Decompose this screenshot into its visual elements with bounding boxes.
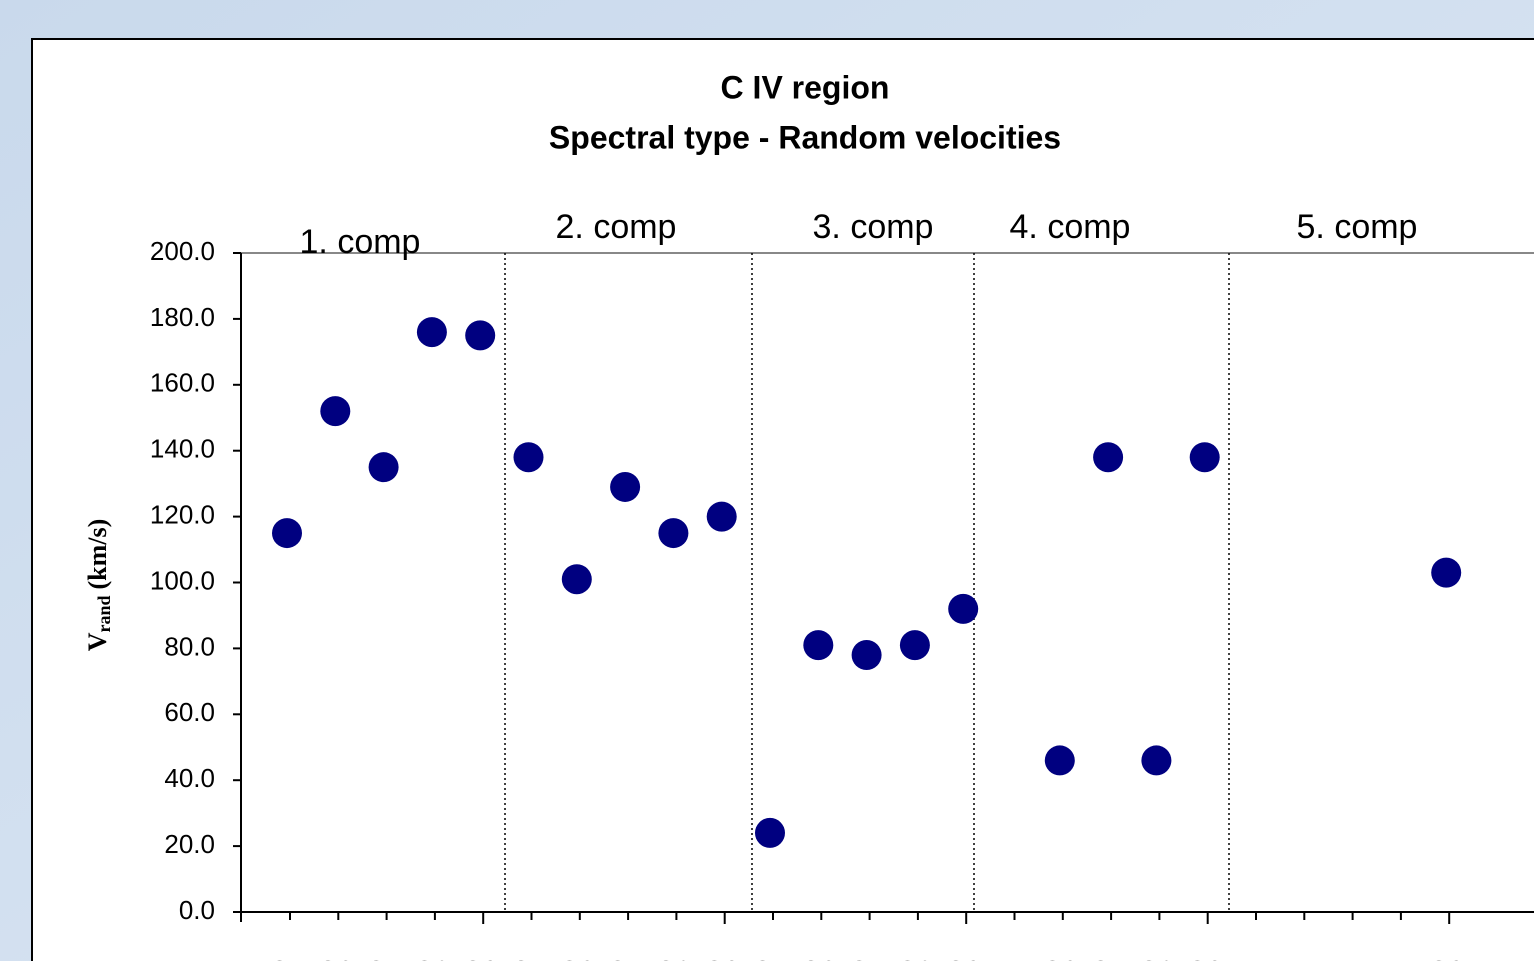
- x-tick-label: O6: [318, 955, 353, 961]
- y-tick-label: 160.0: [150, 368, 215, 398]
- x-tick-label: O7: [366, 955, 401, 961]
- x-tick-label: O8: [656, 955, 691, 961]
- chart-title: C IV region: [721, 69, 890, 105]
- data-point: [416, 317, 447, 348]
- data-point: [1044, 745, 1075, 776]
- data-point: [1431, 557, 1462, 588]
- data-point: [755, 817, 785, 848]
- y-tick-label: 100.0: [150, 565, 215, 595]
- group-label: 4. comp: [1010, 208, 1131, 246]
- x-tick-label: O9: [463, 955, 498, 961]
- data-point: [368, 452, 399, 483]
- x-tick-label: O9: [1187, 955, 1222, 961]
- x-tick-label: O6: [801, 955, 836, 961]
- y-tick-label: 80.0: [164, 631, 215, 661]
- group-label: 2. comp: [556, 208, 677, 246]
- data-point: [899, 630, 930, 661]
- x-tick-label: O6: [559, 955, 594, 961]
- data-point: [706, 501, 737, 532]
- x-tick-label: O4: [753, 955, 788, 961]
- data-point: [513, 442, 544, 473]
- x-tick-label: O8: [898, 955, 933, 961]
- data-point: [948, 593, 979, 624]
- data-point: [1189, 442, 1220, 473]
- y-tick-label: 40.0: [164, 763, 215, 793]
- y-tick-label: 200.0: [150, 236, 215, 266]
- chart-frame: [31, 38, 1534, 961]
- x-tick-label: O4: [511, 955, 546, 961]
- x-tick-label: O4: [270, 955, 305, 961]
- x-tick-label: O9: [1429, 955, 1464, 961]
- group-label: 5. comp: [1297, 208, 1418, 246]
- data-point: [561, 564, 592, 595]
- x-tick-label: O8: [415, 955, 450, 961]
- group-label: 3. comp: [813, 208, 934, 246]
- chart-subtitle: Spectral type - Random velocities: [549, 119, 1061, 155]
- y-tick-label: 180.0: [150, 302, 215, 332]
- data-point: [465, 320, 496, 351]
- group-label: 1. comp: [300, 223, 421, 261]
- x-tick-label: O9: [946, 955, 981, 961]
- data-point: [851, 639, 882, 670]
- x-tick-label: O6: [1042, 955, 1077, 961]
- data-point: [320, 396, 351, 427]
- x-tick-label: O7: [849, 955, 884, 961]
- x-tick-label: O8: [1139, 955, 1174, 961]
- y-axis-label: Vrand (km/s): [83, 519, 114, 652]
- x-tick-label: O7: [608, 955, 643, 961]
- y-label-subscript: rand: [94, 595, 114, 632]
- data-point: [1093, 442, 1124, 473]
- data-point: [272, 518, 302, 549]
- y-tick-label: 60.0: [164, 697, 215, 727]
- y-tick-label: 120.0: [150, 499, 215, 529]
- x-tick-label: O9: [704, 955, 739, 961]
- y-label-unit: (km/s): [83, 519, 112, 590]
- data-point: [658, 518, 689, 549]
- data-point: [803, 630, 834, 661]
- data-point: [610, 471, 641, 502]
- y-tick-label: 20.0: [164, 829, 215, 859]
- y-tick-label: 0.0: [179, 895, 215, 925]
- y-label-symbol: V: [83, 632, 112, 651]
- data-point: [1141, 745, 1172, 776]
- x-tick-label: O7: [1091, 955, 1126, 961]
- y-tick-label: 140.0: [150, 434, 215, 464]
